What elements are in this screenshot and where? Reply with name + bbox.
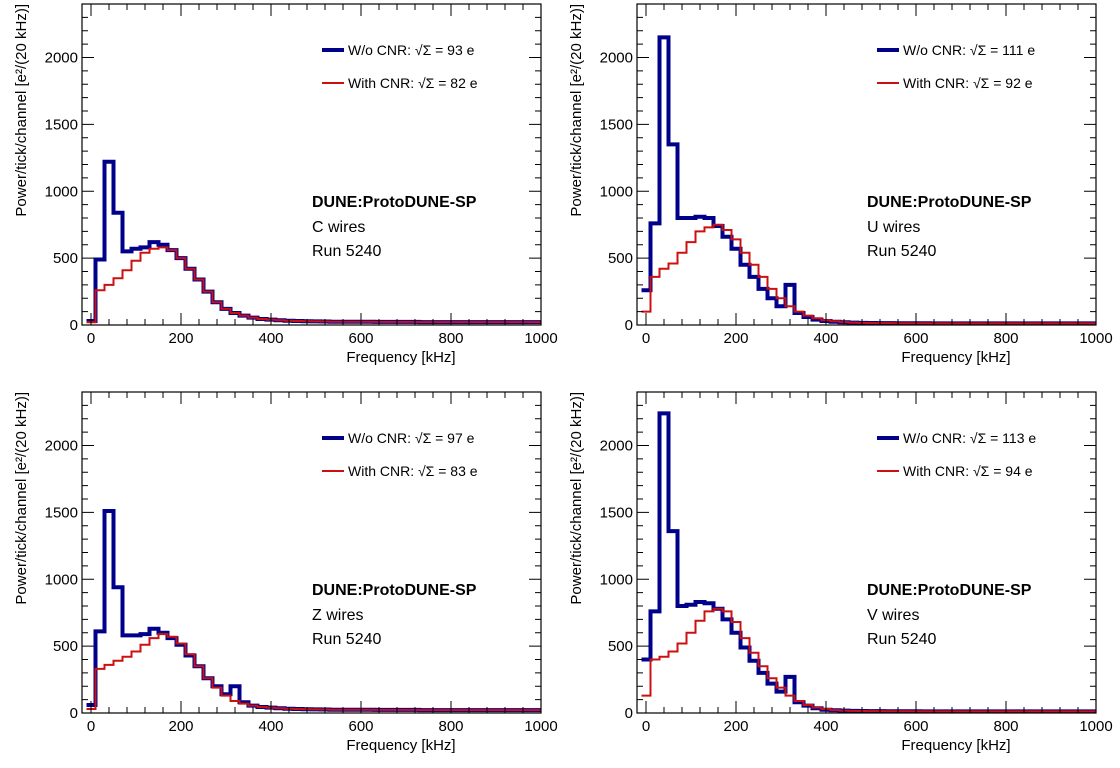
run-label: Run 5240 [312, 631, 381, 648]
x-tick-label: 600 [348, 718, 373, 735]
legend-label: W/o CNR: √Σ = 97 e [348, 430, 475, 446]
y-axis-title: Power/tick/channel [e²/(20 kHz)] [13, 4, 30, 217]
x-tick-label: 800 [993, 718, 1018, 735]
run-label: Run 5240 [867, 631, 936, 648]
x-tick-label: 200 [168, 718, 193, 735]
chart-panel-3: 0 200 400 600 800 1000 0 500 1000 1500 2000 Frequen… [568, 391, 1113, 754]
plane-label: Z wires [312, 607, 364, 624]
x-axis-title: Frequency [kHz] [901, 737, 1010, 754]
experiment-label: DUNE:ProtoDUNE-SP [867, 582, 1032, 599]
y-tick-label: 2000 [45, 50, 78, 67]
y-tick-label: 1000 [600, 571, 633, 588]
plane-label: U wires [867, 219, 920, 236]
experiment-label: DUNE:ProtoDUNE-SP [867, 194, 1032, 211]
x-tick-label: 200 [723, 330, 748, 347]
y-tick-label: 0 [625, 317, 633, 334]
legend-label: W/o CNR: √Σ = 111 e [903, 42, 1035, 58]
run-label: Run 5240 [867, 243, 936, 260]
x-tick-label: 0 [87, 718, 95, 735]
chart-panel-1: 0 200 400 600 800 1000 0 500 1000 1500 2000 Frequen… [568, 3, 1113, 366]
y-tick-label: 1500 [45, 116, 78, 133]
x-tick-label: 0 [642, 718, 650, 735]
x-tick-label: 0 [87, 330, 95, 347]
legend-label: With CNR: √Σ = 82 e [348, 75, 478, 91]
chart-panel-0: 0 200 400 600 800 1000 0 500 1000 1500 2000 Frequen… [13, 3, 558, 366]
y-tick-label: 1500 [600, 504, 633, 521]
x-tick-label: 400 [258, 330, 283, 347]
x-tick-label: 800 [438, 330, 463, 347]
y-tick-label: 500 [53, 250, 78, 267]
y-tick-label: 500 [53, 638, 78, 655]
plane-label: V wires [867, 607, 919, 624]
x-tick-label: 400 [813, 330, 838, 347]
x-tick-label: 800 [438, 718, 463, 735]
x-tick-label: 200 [723, 718, 748, 735]
y-tick-label: 1500 [45, 504, 78, 521]
x-tick-label: 1000 [1079, 718, 1112, 735]
plane-label: C wires [312, 219, 365, 236]
x-axis-title: Frequency [kHz] [346, 349, 455, 366]
y-tick-label: 1000 [45, 183, 78, 200]
legend-label: With CNR: √Σ = 83 e [348, 463, 478, 479]
y-axis-title: Power/tick/channel [e²/(20 kHz)] [13, 392, 30, 605]
legend-label: With CNR: √Σ = 92 e [903, 75, 1033, 91]
legend-label: W/o CNR: √Σ = 93 e [348, 42, 475, 58]
y-axis-title: Power/tick/channel [e²/(20 kHz)] [568, 392, 585, 605]
series-line-wo-cnr [641, 411, 1096, 714]
legend-label: With CNR: √Σ = 94 e [903, 463, 1033, 479]
legend-label: W/o CNR: √Σ = 113 e [903, 430, 1036, 446]
x-axis-title: Frequency [kHz] [346, 737, 455, 754]
y-tick-label: 2000 [600, 438, 633, 455]
y-tick-label: 0 [625, 705, 633, 722]
x-tick-label: 0 [642, 330, 650, 347]
x-tick-label: 400 [258, 718, 283, 735]
y-tick-label: 500 [608, 250, 633, 267]
y-tick-label: 0 [70, 317, 78, 334]
experiment-label: DUNE:ProtoDUNE-SP [312, 582, 477, 599]
experiment-label: DUNE:ProtoDUNE-SP [312, 194, 477, 211]
x-tick-label: 400 [813, 718, 838, 735]
y-tick-label: 0 [70, 705, 78, 722]
y-tick-label: 1000 [45, 571, 78, 588]
y-tick-label: 2000 [45, 438, 78, 455]
x-tick-label: 600 [903, 330, 928, 347]
y-tick-label: 500 [608, 638, 633, 655]
series-line-wo-cnr [86, 159, 541, 325]
y-tick-label: 1500 [600, 116, 633, 133]
series-line-with-cnr [641, 223, 1096, 325]
run-label: Run 5240 [312, 243, 381, 260]
x-tick-label: 600 [348, 330, 373, 347]
x-tick-label: 1000 [524, 718, 557, 735]
x-tick-label: 600 [903, 718, 928, 735]
x-axis-title: Frequency [kHz] [901, 349, 1010, 366]
x-tick-label: 1000 [524, 330, 557, 347]
x-tick-label: 200 [168, 330, 193, 347]
chart-panel-2: 0 200 400 600 800 1000 0 500 1000 1500 2000 Frequen… [13, 391, 558, 754]
y-tick-label: 2000 [600, 50, 633, 67]
x-tick-label: 1000 [1079, 330, 1112, 347]
series-line-with-cnr [641, 607, 1096, 713]
y-tick-label: 1000 [600, 183, 633, 200]
x-tick-label: 800 [993, 330, 1018, 347]
y-axis-title: Power/tick/channel [e²/(20 kHz)] [568, 4, 585, 217]
